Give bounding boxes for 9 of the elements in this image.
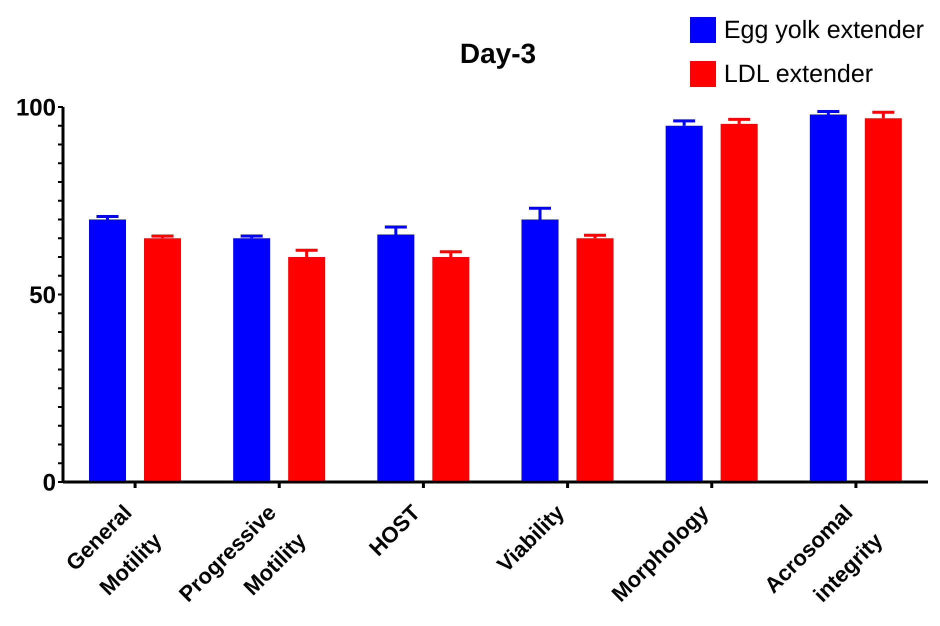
legend-label: LDL extender	[724, 60, 874, 88]
bar	[233, 238, 270, 482]
y-tick-label: 100	[16, 94, 56, 122]
legend-label: Egg yolk extender	[724, 16, 924, 44]
chart-title: Day-3	[458, 38, 538, 70]
y-tick-label: 0	[42, 470, 56, 497]
bar	[144, 238, 181, 482]
y-tick-label: 50	[29, 282, 56, 310]
bar	[576, 238, 614, 482]
